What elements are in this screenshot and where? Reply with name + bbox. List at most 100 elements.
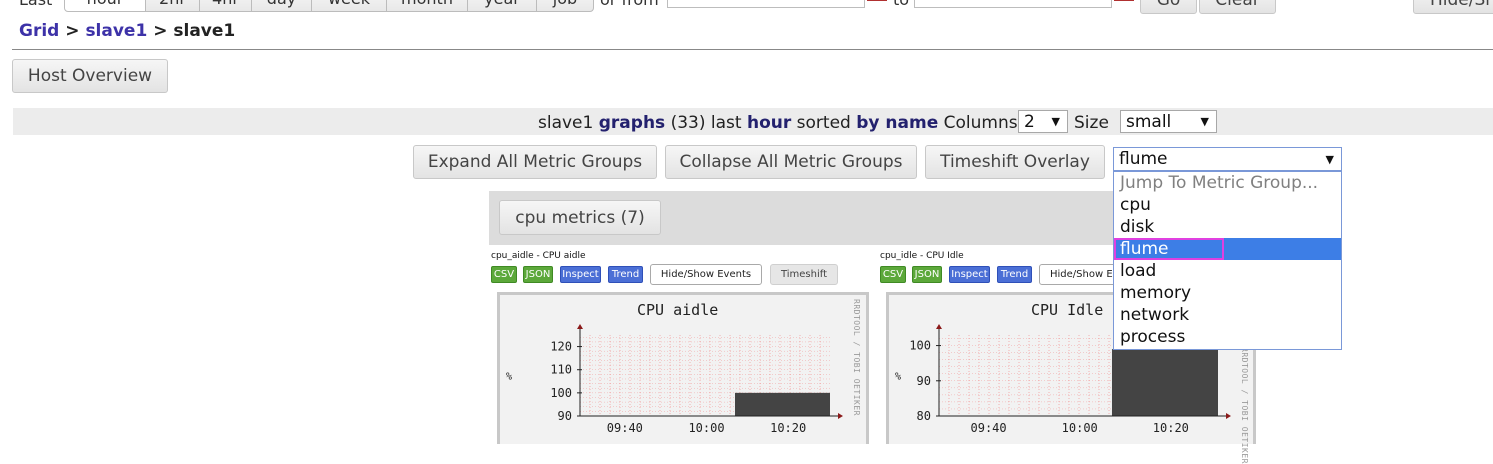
x-axis-arrow: [838, 413, 843, 419]
range-button-year[interactable]: year: [467, 0, 537, 12]
hide-show-events-button[interactable]: Hide/Show Events: [650, 264, 762, 285]
info-last-word: last: [710, 113, 742, 133]
graph-frame: CPU aidle RRDTOOL / TOBI OETIKER 120 110 1…: [497, 292, 869, 444]
y-axis-arrow: [936, 324, 942, 329]
cpu-metrics-group-button[interactable]: cpu metrics (7): [499, 200, 661, 235]
range-button-2hr[interactable]: 2hr: [145, 0, 200, 12]
range-last-label: Last: [19, 0, 52, 9]
range-from-label: or from: [600, 0, 659, 9]
unit-label: %: [506, 372, 512, 383]
x-tick-label: 10:20: [1153, 421, 1189, 435]
info-range: hour: [746, 113, 792, 133]
chevron-down-icon: ▼: [1200, 115, 1209, 128]
expand-all-button[interactable]: Expand All Metric Groups: [413, 145, 657, 179]
to-calendar-marker: [1114, 0, 1134, 1]
size-select[interactable]: small ▼: [1120, 110, 1217, 133]
graph-plot: 120 110 100 90 09:40 10:00 10:20%: [506, 324, 843, 435]
columns-value: 2: [1024, 111, 1035, 132]
trend-button[interactable]: Trend: [608, 266, 643, 283]
info-sort-by: by name: [856, 113, 939, 133]
timeshift-overlay-button[interactable]: Timeshift Overlay: [925, 145, 1105, 179]
range-button-job[interactable]: job: [536, 0, 594, 12]
y-tick-label: 100: [909, 339, 931, 353]
dropdown-option-flume[interactable]: flume: [1114, 238, 1224, 260]
range-button-week[interactable]: week: [311, 0, 387, 12]
series-area: [1111, 349, 1218, 416]
range-button-month[interactable]: month: [386, 0, 468, 12]
collapse-all-button[interactable]: Collapse All Metric Groups: [665, 145, 917, 179]
y-tick-label: 100: [550, 386, 572, 400]
series-area: [735, 392, 830, 416]
y-tick-label: 80: [917, 409, 931, 423]
jump-to-metric-group-dropdown: Jump To Metric Group... cpu disk flume l…: [1113, 171, 1342, 350]
x-tick-label: 10:00: [688, 421, 724, 435]
y-tick-label: 90: [558, 409, 572, 423]
size-label: Size: [1074, 113, 1109, 133]
graph-info-bar: [13, 108, 1493, 135]
hide-show-events-button[interactable]: Hide/Show E: [1039, 264, 1119, 285]
graph-caption: cpu_aidle - CPU aidle: [491, 251, 586, 261]
range-button-4hr[interactable]: 4hr: [199, 0, 252, 12]
range-button-day[interactable]: day: [251, 0, 312, 12]
range-to-input[interactable]: [914, 0, 1112, 8]
columns-select[interactable]: 2 ▼: [1018, 110, 1068, 133]
json-button[interactable]: JSON: [912, 266, 942, 283]
timeshift-button[interactable]: Timeshift: [770, 264, 838, 285]
graph-caption: cpu_idle - CPU Idle: [880, 251, 964, 261]
inspect-button[interactable]: Inspect: [949, 266, 990, 283]
columns-label: Columns: [943, 113, 1018, 133]
jump-select-value: flume: [1119, 149, 1168, 169]
dropdown-option-memory[interactable]: memory: [1120, 283, 1192, 303]
chevron-down-icon: ▼: [1051, 115, 1060, 128]
hide-show-button[interactable]: Hide/Sh: [1413, 0, 1493, 14]
breadcrumb-separator: >: [65, 21, 80, 41]
range-button-hour[interactable]: hour: [64, 0, 146, 12]
dropdown-option-load[interactable]: load: [1120, 261, 1157, 281]
y-tick-label: 120: [550, 340, 572, 354]
info-graphs-word: graphs: [598, 113, 666, 133]
from-calendar-marker: [867, 0, 887, 1]
dropdown-option-placeholder[interactable]: Jump To Metric Group...: [1120, 173, 1319, 193]
breadcrumb: Grid > slave1 > slave1: [19, 21, 235, 41]
host-overview-button[interactable]: Host Overview: [12, 59, 168, 93]
info-sorted-word: sorted: [796, 113, 851, 133]
inspect-button[interactable]: Inspect: [560, 266, 601, 283]
dropdown-option-disk[interactable]: disk: [1120, 217, 1155, 237]
range-from-input[interactable]: [667, 0, 865, 8]
graph-plot: 100 90 80 09:40 10:00 10:20%: [895, 324, 1231, 435]
breadcrumb-cluster-link[interactable]: slave1: [85, 21, 148, 41]
info-host: slave1: [538, 113, 594, 133]
dropdown-selected-row: flume: [1114, 238, 1341, 260]
chevron-down-icon: ▼: [1325, 153, 1334, 166]
breadcrumb-host: slave1: [173, 21, 236, 41]
y-axis-arrow: [577, 324, 583, 329]
graph-watermark: RRDTOOL / TOBI OETIKER: [1240, 347, 1249, 464]
x-tick-label: 10:00: [1062, 421, 1098, 435]
csv-button[interactable]: CSV: [880, 266, 906, 283]
divider: [12, 49, 1493, 50]
csv-button[interactable]: CSV: [491, 266, 517, 283]
graph-info-text: slave1 graphs (33) last hour sorted by n…: [538, 113, 1018, 133]
dropdown-option-process[interactable]: process: [1120, 327, 1186, 347]
go-button[interactable]: Go: [1140, 0, 1197, 14]
size-value: small: [1126, 111, 1172, 132]
breadcrumb-separator: >: [153, 21, 168, 41]
dropdown-option-cpu[interactable]: cpu: [1120, 195, 1151, 215]
jump-to-metric-group-select[interactable]: flume ▼: [1113, 147, 1342, 171]
json-button[interactable]: JSON: [523, 266, 553, 283]
info-count: (33): [670, 113, 706, 133]
unit-label: %: [895, 372, 901, 383]
clear-button[interactable]: Clear: [1199, 0, 1276, 14]
y-tick-label: 110: [550, 363, 572, 377]
trend-button[interactable]: Trend: [997, 266, 1032, 283]
range-to-label: to: [893, 0, 909, 9]
x-tick-label: 09:40: [971, 421, 1007, 435]
x-axis-arrow: [1226, 413, 1231, 419]
graph-title: CPU aidle: [637, 301, 719, 319]
x-tick-label: 09:40: [607, 421, 643, 435]
y-tick-label: 90: [917, 374, 931, 388]
selected-highlight: [1224, 238, 1341, 260]
graph-watermark: RRDTOOL / TOBI OETIKER: [852, 299, 861, 416]
breadcrumb-grid-link[interactable]: Grid: [19, 21, 60, 41]
dropdown-option-network[interactable]: network: [1120, 305, 1190, 325]
